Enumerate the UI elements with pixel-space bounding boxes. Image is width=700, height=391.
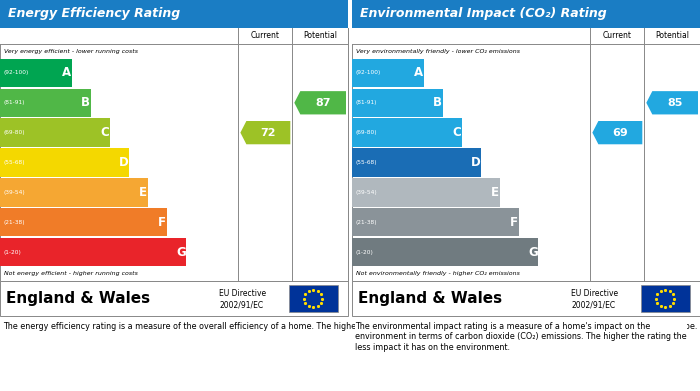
Bar xyxy=(352,59,424,87)
Text: C: C xyxy=(452,126,461,139)
Bar xyxy=(352,118,462,147)
Text: (21-38): (21-38) xyxy=(3,220,25,225)
Text: B: B xyxy=(81,96,90,109)
Text: G: G xyxy=(176,246,186,258)
Bar xyxy=(352,148,481,177)
Text: E: E xyxy=(139,186,147,199)
Bar xyxy=(0,148,129,177)
Bar xyxy=(352,178,500,206)
Bar xyxy=(0,238,186,266)
Text: (69-80): (69-80) xyxy=(355,130,377,135)
Text: (92-100): (92-100) xyxy=(3,70,29,75)
Polygon shape xyxy=(646,91,698,115)
Bar xyxy=(0,0,348,28)
Text: 69: 69 xyxy=(612,127,628,138)
Text: F: F xyxy=(510,216,518,229)
Text: (69-80): (69-80) xyxy=(3,130,25,135)
Text: Energy Efficiency Rating: Energy Efficiency Rating xyxy=(8,7,181,20)
Bar xyxy=(0,118,110,147)
Text: England & Wales: England & Wales xyxy=(358,291,502,306)
Text: Not environmentally friendly - higher CO₂ emissions: Not environmentally friendly - higher CO… xyxy=(356,271,520,276)
Text: Potential: Potential xyxy=(303,32,337,41)
Text: C: C xyxy=(100,126,109,139)
Text: F: F xyxy=(158,216,166,229)
Text: (39-54): (39-54) xyxy=(355,190,377,195)
Bar xyxy=(352,89,442,117)
Text: 72: 72 xyxy=(260,127,276,138)
Polygon shape xyxy=(294,91,346,115)
Text: (81-91): (81-91) xyxy=(355,100,377,105)
Text: EU Directive: EU Directive xyxy=(571,289,618,298)
Text: Very environmentally friendly - lower CO₂ emissions: Very environmentally friendly - lower CO… xyxy=(356,48,520,54)
Bar xyxy=(352,28,700,281)
Text: Not energy efficient - higher running costs: Not energy efficient - higher running co… xyxy=(4,271,138,276)
Bar xyxy=(0,59,71,87)
Text: Environmental Impact (CO₂) Rating: Environmental Impact (CO₂) Rating xyxy=(360,7,607,20)
Bar xyxy=(352,238,538,266)
Text: The energy efficiency rating is a measure of the overall efficiency of a home. T: The energy efficiency rating is a measur… xyxy=(3,322,697,331)
Bar xyxy=(289,285,337,312)
Text: (55-68): (55-68) xyxy=(3,160,25,165)
Text: (21-38): (21-38) xyxy=(355,220,377,225)
Text: D: D xyxy=(119,156,129,169)
Text: 2002/91/EC: 2002/91/EC xyxy=(571,300,615,309)
Text: (39-54): (39-54) xyxy=(3,190,25,195)
Bar xyxy=(352,28,700,44)
Text: The environmental impact rating is a measure of a home's impact on the environme: The environmental impact rating is a mea… xyxy=(355,322,687,352)
Text: Very energy efficient - lower running costs: Very energy efficient - lower running co… xyxy=(4,48,138,54)
Text: Current: Current xyxy=(251,32,280,41)
Text: 85: 85 xyxy=(668,98,682,108)
Text: A: A xyxy=(62,66,71,79)
Text: 87: 87 xyxy=(316,98,331,108)
Text: E: E xyxy=(491,186,499,199)
Text: Current: Current xyxy=(603,32,632,41)
Bar xyxy=(352,208,519,237)
Text: EU Directive: EU Directive xyxy=(219,289,267,298)
Bar xyxy=(0,28,348,44)
Text: 2002/91/EC: 2002/91/EC xyxy=(219,300,263,309)
Bar xyxy=(0,89,90,117)
Polygon shape xyxy=(240,121,290,144)
Text: (1-20): (1-20) xyxy=(355,249,373,255)
Text: G: G xyxy=(528,246,538,258)
Text: (81-91): (81-91) xyxy=(3,100,25,105)
Bar xyxy=(352,0,700,28)
Text: Potential: Potential xyxy=(655,32,690,41)
Bar xyxy=(0,281,348,316)
Polygon shape xyxy=(592,121,643,144)
Text: (55-68): (55-68) xyxy=(355,160,377,165)
Text: (92-100): (92-100) xyxy=(355,70,380,75)
Text: B: B xyxy=(433,96,442,109)
Bar xyxy=(0,208,167,237)
Bar xyxy=(640,285,690,312)
Text: A: A xyxy=(414,66,423,79)
Bar xyxy=(352,281,700,316)
Text: (1-20): (1-20) xyxy=(3,249,21,255)
Bar xyxy=(0,178,148,206)
Text: D: D xyxy=(471,156,481,169)
Bar xyxy=(0,28,348,281)
Text: England & Wales: England & Wales xyxy=(6,291,150,306)
